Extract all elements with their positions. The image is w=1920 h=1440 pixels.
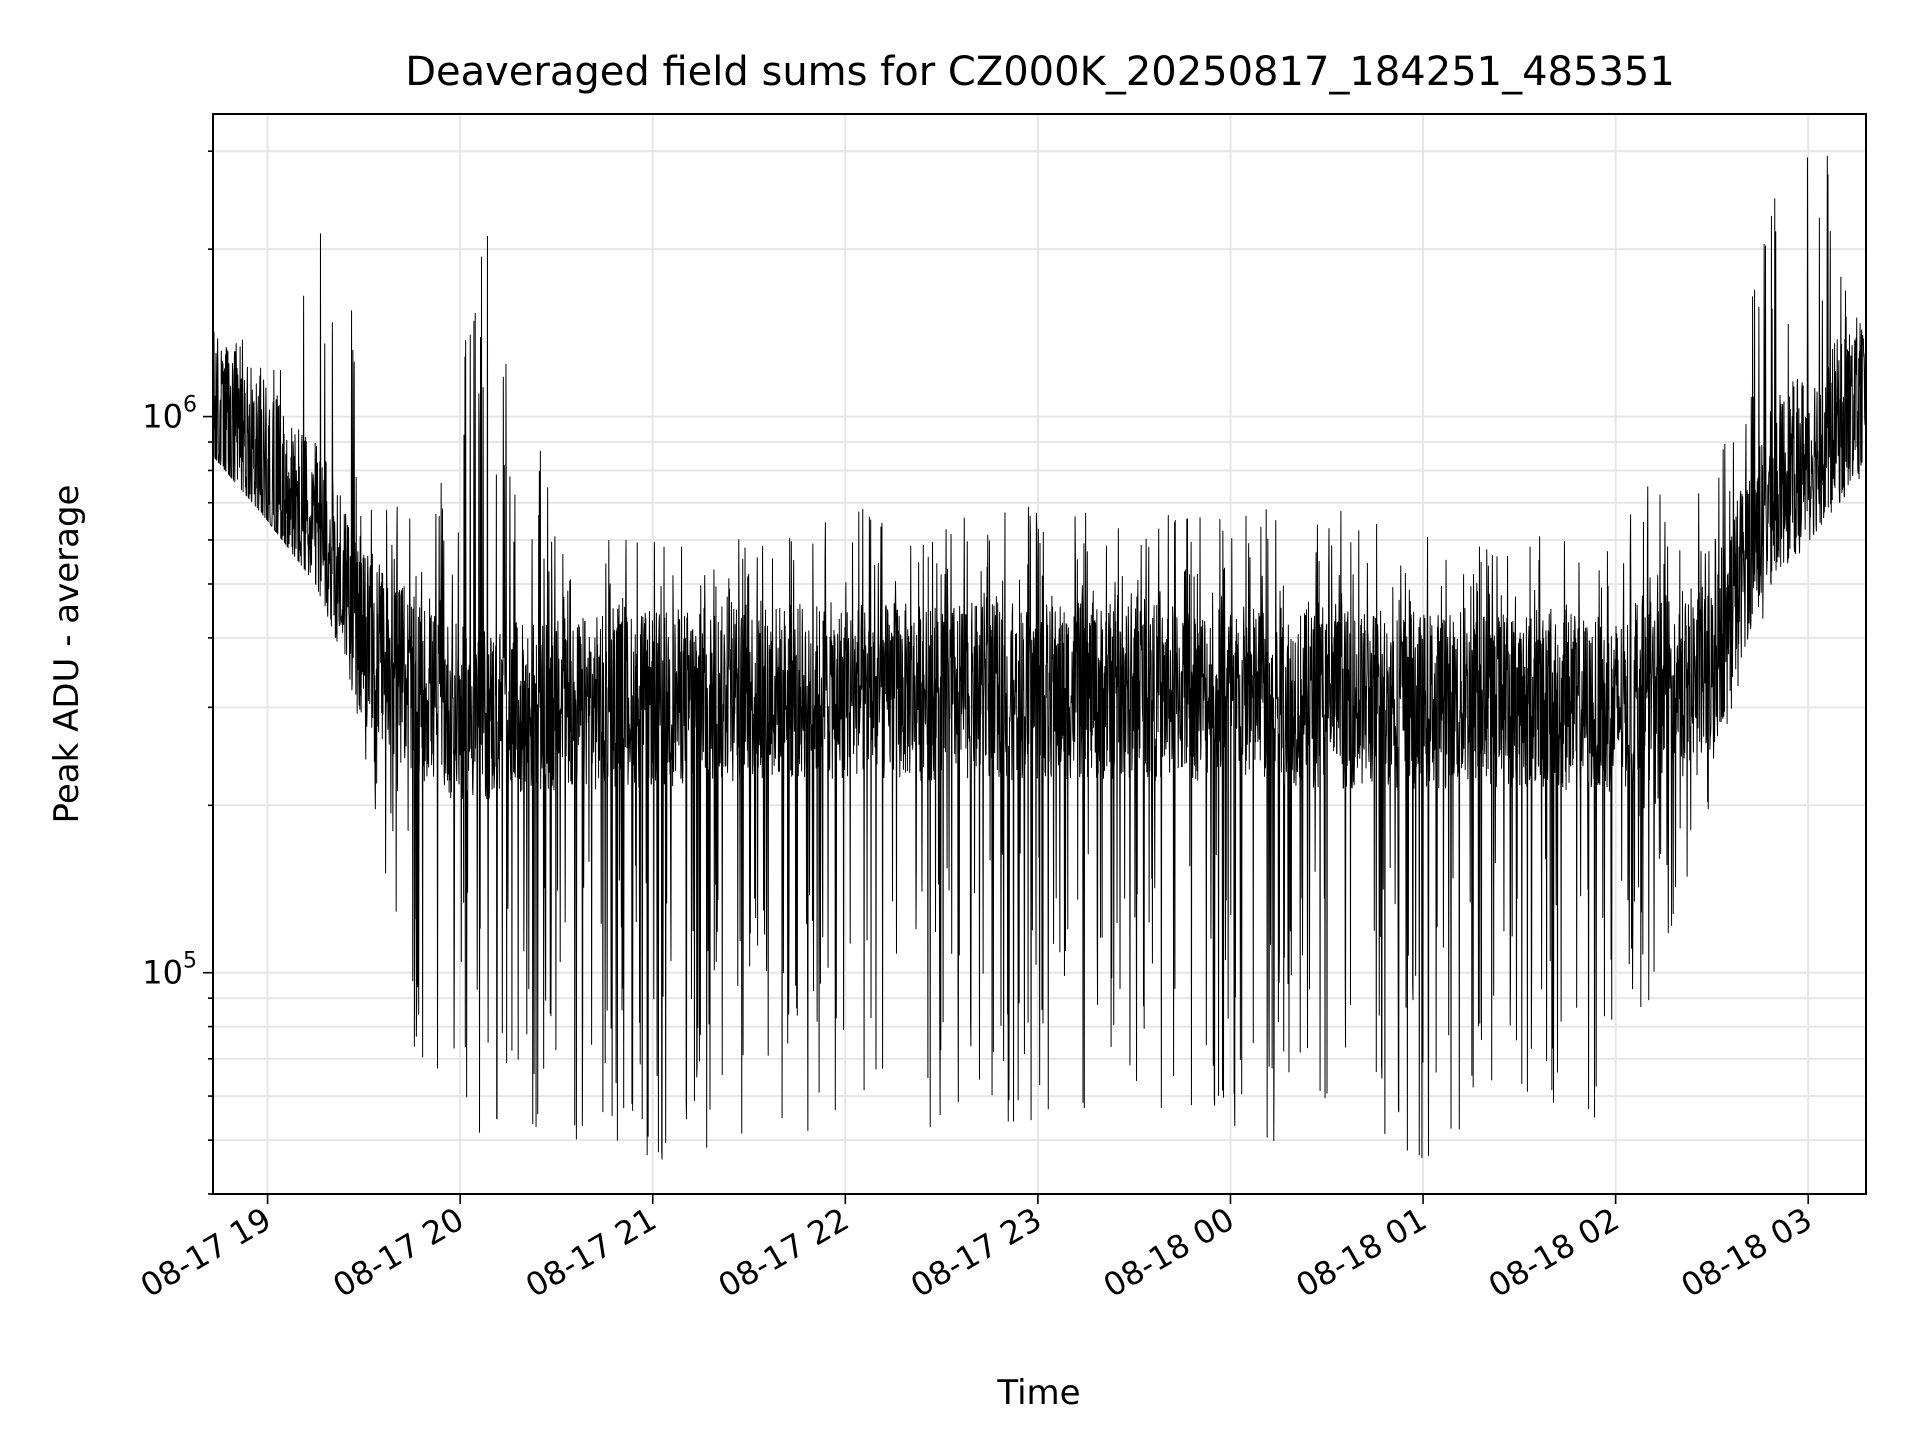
x-axis-label: Time	[996, 1373, 1080, 1413]
series-layer	[212, 155, 1867, 1160]
y-tick-label: 106	[142, 393, 197, 436]
y-axis: 105 106	[142, 150, 213, 1195]
series-line	[212, 155, 1867, 1160]
plot-frame	[212, 113, 1867, 1195]
y-axis-label: Peak ADU - average	[47, 485, 87, 824]
chart-title: Deaveraged field sums for CZ000K_2025081…	[405, 49, 1675, 95]
y-tick-label: 105	[142, 949, 197, 992]
